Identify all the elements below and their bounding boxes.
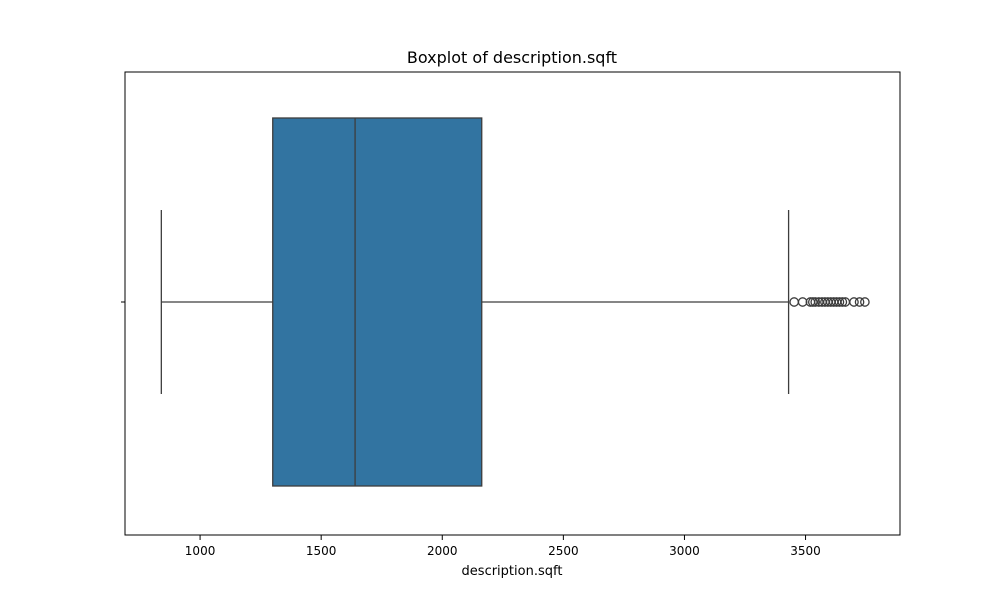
x-tick-label: 3500: [790, 544, 821, 558]
outlier-point: [834, 297, 845, 307]
x-tick-label: 1000: [185, 544, 216, 558]
outlier-point: [854, 297, 865, 307]
x-tick-label: 3000: [669, 544, 700, 558]
plot-frame: [124, 71, 901, 536]
plot-area: 1000 1500 2000 2500 3000 3500: [121, 71, 901, 558]
chart-title: Boxplot of description.sqft: [407, 48, 617, 67]
x-tick-label: 1500: [306, 544, 337, 558]
outlier-point: [797, 297, 808, 307]
outlier-point: [810, 297, 821, 307]
outlier-point: [789, 297, 800, 307]
x-tick-label: 2000: [427, 544, 458, 558]
outlier-point: [860, 297, 870, 307]
outlier-point: [849, 297, 859, 307]
x-axis-label: description.sqft: [462, 564, 563, 579]
interquartile-box: [272, 117, 483, 487]
x-tick-label: 2500: [548, 544, 579, 558]
outlier-point: [837, 297, 848, 307]
